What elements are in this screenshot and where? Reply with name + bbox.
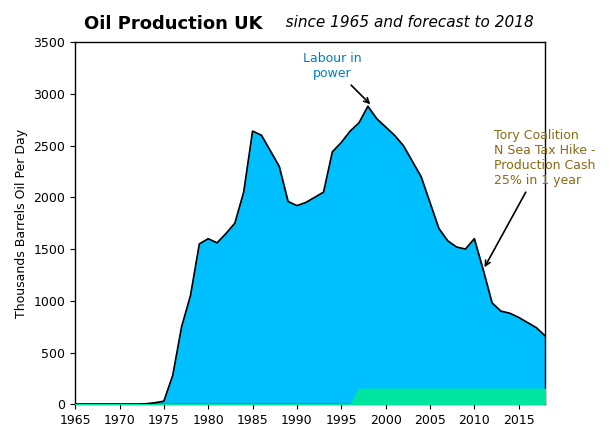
Text: Oil Production UK: Oil Production UK: [84, 15, 262, 34]
Text: since 1965 and forecast to 2018: since 1965 and forecast to 2018: [271, 15, 534, 30]
Text: Labour in
power: Labour in power: [303, 53, 369, 103]
Y-axis label: Thousands Barrels Oil Per Day: Thousands Barrels Oil Per Day: [15, 129, 28, 318]
Text: Tory Coalition
N Sea Tax Hike -
Production Cash
25% in 1 year: Tory Coalition N Sea Tax Hike - Producti…: [486, 129, 595, 266]
